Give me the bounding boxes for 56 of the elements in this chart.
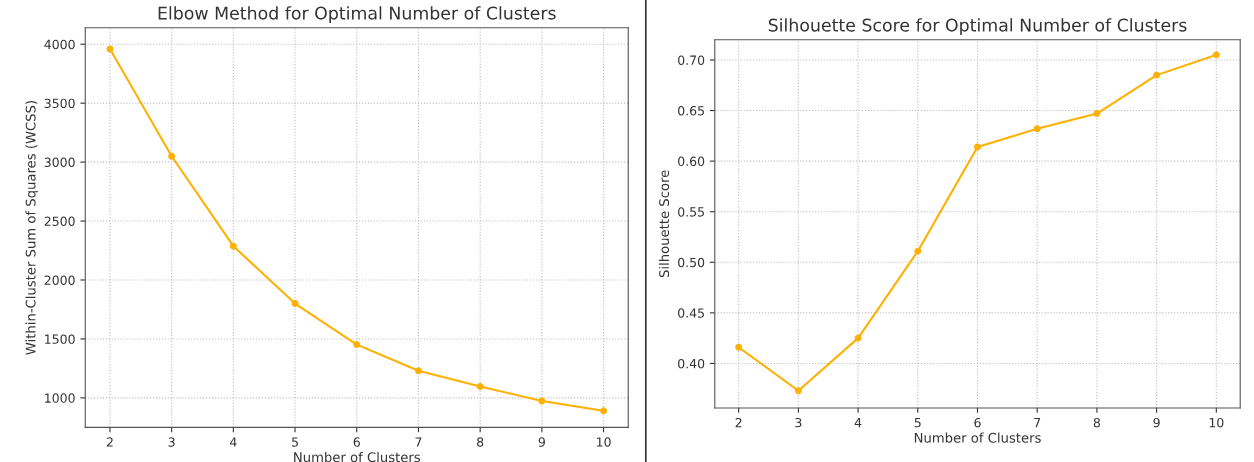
x-axis-title: Number of Clusters — [294, 451, 421, 462]
y-tick-label: 1000 — [45, 393, 75, 403]
point — [1153, 71, 1161, 79]
x-tick-label: 6 — [353, 437, 360, 447]
x-tick-label: 4 — [854, 418, 862, 428]
y-tick-label: 0.55 — [678, 207, 704, 217]
chart-title: Elbow Method for Optimal Number of Clusters — [158, 6, 556, 23]
point — [974, 143, 981, 151]
x-tick-label: 3 — [168, 437, 175, 447]
x-tick-label: 10 — [1209, 417, 1224, 428]
x-tick-label: 2 — [106, 437, 113, 447]
point — [353, 341, 361, 349]
point — [106, 45, 114, 53]
point — [291, 300, 299, 308]
x-tick-label: 8 — [477, 437, 484, 447]
point — [1212, 51, 1220, 59]
point — [229, 242, 237, 250]
point — [854, 334, 862, 342]
x-tick-label: 6 — [974, 417, 981, 428]
x-tick-label: 9 — [538, 437, 545, 447]
y-tick-label: 0.65 — [678, 106, 704, 116]
x-tick-label: 10 — [596, 437, 611, 447]
y-axis-title: Silhouette Score — [658, 170, 670, 278]
x-tick-label: 2 — [735, 417, 742, 428]
x-tick-label: 9 — [1153, 417, 1160, 428]
point — [914, 247, 922, 255]
x-tick-label: 7 — [1034, 418, 1041, 428]
y-tick-label: 0.45 — [678, 308, 704, 318]
x-tick-label: 4 — [229, 437, 237, 447]
point — [1093, 110, 1101, 118]
x-tick-label: 7 — [415, 437, 422, 447]
point — [1033, 125, 1041, 133]
y-axis-title: Within-Cluster Sum of Squares (WCSS) — [25, 101, 39, 355]
y-tick-label: 0.70 — [678, 55, 705, 65]
x-tick-label: 5 — [914, 418, 921, 428]
y-tick-label: 2500 — [44, 216, 75, 226]
x-tick-label: 8 — [1093, 417, 1101, 428]
point — [538, 397, 546, 405]
point — [414, 367, 422, 375]
y-tick-label: 1500 — [45, 334, 75, 344]
point — [600, 407, 608, 415]
y-tick-label: 3500 — [44, 98, 75, 109]
point — [168, 152, 176, 160]
point — [476, 383, 484, 391]
y-tick-label: 4000 — [44, 39, 75, 50]
point — [794, 387, 802, 395]
y-tick-label: 0.40 — [678, 358, 705, 369]
y-tick-label: 3000 — [44, 157, 75, 168]
y-tick-label: 0.50 — [678, 257, 705, 268]
x-tick-label: 3 — [795, 417, 802, 428]
x-tick-label: 5 — [292, 437, 298, 447]
y-tick-label: 2000 — [44, 275, 75, 285]
y-tick-label: 0.60 — [678, 156, 705, 167]
point — [735, 343, 743, 351]
chart-title: Silhouette Score for Optimal Number of Clusters — [768, 18, 1187, 36]
x-axis-title: Number of Clusters — [914, 432, 1041, 443]
